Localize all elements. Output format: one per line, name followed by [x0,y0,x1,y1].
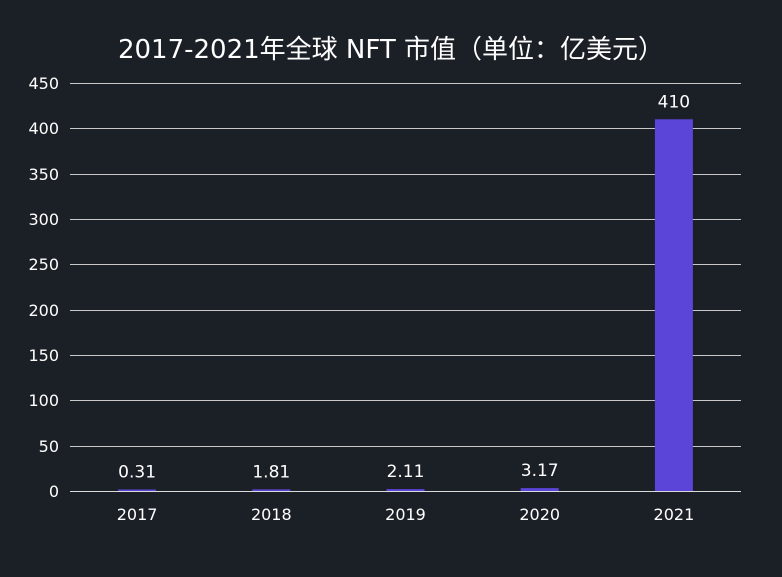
y-tick-label: 0 [49,482,59,501]
bars [118,119,693,492]
y-tick-label: 50 [39,437,59,456]
bar-2021 [654,119,693,492]
x-tick-label-2017: 2017 [117,505,158,524]
y-tick-label: 300 [28,210,59,229]
x-tick-label-2020: 2020 [519,505,560,524]
y-tick-label: 250 [28,255,59,274]
x-axis-ticks: 2017 2018 2019 2020 2021 [117,505,695,524]
bar-2017 [118,489,157,491]
data-label-2020: 3.17 [521,461,559,481]
y-tick-label: 200 [28,301,59,320]
x-tick-label-2018: 2018 [251,505,292,524]
bar-2019 [386,489,425,491]
bar-2018 [252,489,291,491]
data-label-2017: 0.31 [118,463,156,483]
x-tick-label-2021: 2021 [654,505,695,524]
bar-2020 [520,488,559,491]
y-axis-ticks: 0 50 100 150 200 250 300 350 400 450 [28,74,59,501]
data-labels: 0.31 1.81 2.11 3.17 410 [118,92,690,482]
y-tick-label: 100 [28,391,59,410]
x-tick-label-2019: 2019 [385,505,426,524]
data-label-2018: 1.81 [252,462,290,482]
y-tick-label: 350 [28,165,59,184]
gridlines [70,83,741,492]
data-label-2021: 410 [658,92,690,112]
chart-title: 2017-2021年全球 NFT 市值（单位：亿美元） [117,35,665,65]
data-label-2019: 2.11 [387,462,425,482]
y-tick-label: 450 [28,74,59,93]
y-tick-label: 150 [28,346,59,365]
y-tick-label: 400 [28,119,59,138]
